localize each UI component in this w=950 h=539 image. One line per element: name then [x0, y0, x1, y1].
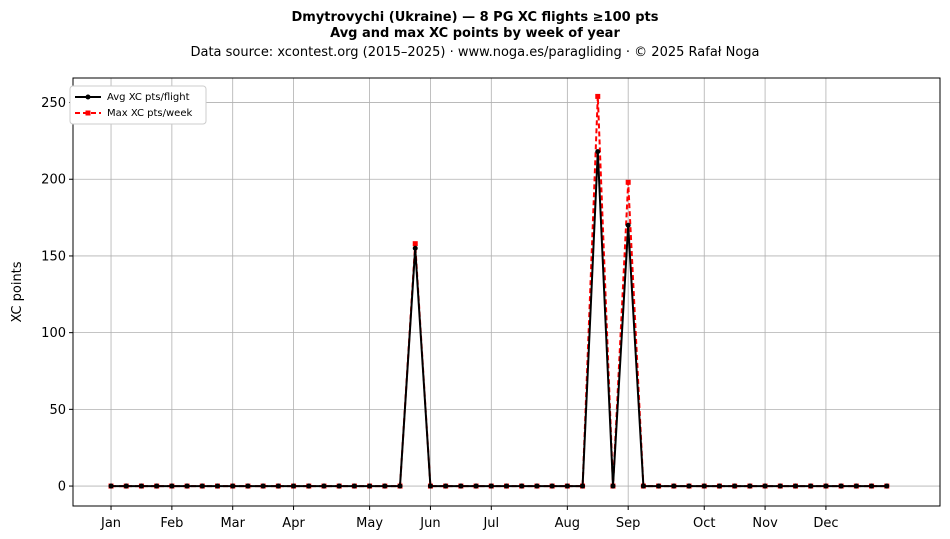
y-axis: 0 50 100 150 200 250 — [41, 96, 73, 495]
data-point — [610, 483, 616, 489]
data-point — [716, 483, 722, 489]
data-point — [793, 483, 798, 489]
data-point — [351, 483, 357, 489]
data-point — [412, 241, 418, 247]
data-point — [412, 245, 418, 251]
data-point — [458, 483, 464, 489]
chart-title-line2: Avg and max XC points by week of year — [330, 26, 620, 41]
y-axis-label: XC points — [10, 261, 25, 322]
data-point — [184, 483, 190, 489]
data-point — [260, 483, 266, 489]
data-point — [564, 483, 570, 489]
data-point — [701, 483, 707, 489]
data-point — [762, 483, 768, 489]
x-tick-label: Jun — [419, 516, 440, 531]
data-point — [443, 483, 449, 489]
legend-avg-label: Avg XC pts/flight — [107, 92, 190, 103]
data-point — [138, 483, 144, 489]
data-point — [519, 483, 525, 489]
data-point — [777, 483, 783, 489]
data-point — [230, 483, 236, 489]
data-point — [884, 483, 890, 489]
data-point — [853, 483, 859, 489]
data-point — [169, 483, 175, 489]
data-point — [732, 483, 738, 489]
x-tick-label: Dec — [813, 516, 838, 531]
plot-area-frame — [72, 77, 941, 507]
data-point — [640, 483, 646, 489]
data-point — [823, 483, 829, 489]
data-point — [215, 483, 220, 489]
chart-title-line1: Dmytrovychi (Ukraine) — 8 PG XC flights … — [292, 10, 659, 25]
x-tick-label: May — [356, 516, 383, 531]
data-point — [291, 483, 297, 489]
legend: Avg XC pts/flight Max XC pts/week — [69, 85, 207, 125]
legend-box — [69, 85, 207, 125]
x-tick-label: Sep — [616, 516, 641, 531]
data-point — [838, 483, 844, 489]
data-point — [747, 483, 753, 489]
y-tick-label: 0 — [58, 480, 66, 495]
data-point — [123, 483, 129, 489]
data-point — [625, 179, 631, 185]
series-line — [111, 95, 887, 488]
data-point — [656, 483, 662, 489]
x-axis: Jan Feb Mar Apr May Jun Jul Aug Sep Oct Nov Dec — [100, 506, 838, 531]
y-tick-label: 50 — [49, 403, 66, 418]
data-point — [245, 483, 251, 489]
data-point — [473, 483, 479, 489]
data-point — [686, 483, 692, 489]
data-point — [671, 483, 677, 489]
data-point — [625, 222, 631, 228]
data-point — [488, 483, 494, 489]
y-tick-label: 100 — [41, 326, 66, 341]
data-point — [808, 483, 814, 489]
data-point — [382, 483, 388, 489]
y-tick-label: 150 — [41, 249, 66, 264]
data-point — [595, 93, 601, 99]
data-point — [549, 483, 555, 489]
data-point — [534, 483, 540, 489]
legend-avg-marker — [85, 94, 91, 100]
grid — [73, 78, 940, 506]
legend-max-label: Max XC pts/week — [107, 108, 192, 119]
series-max-xc-pts-week — [108, 93, 890, 489]
data-point — [154, 483, 160, 489]
x-tick-label: Jul — [482, 516, 499, 531]
x-tick-label: Jan — [100, 516, 121, 531]
x-tick-label: Aug — [555, 516, 580, 531]
x-tick-label: Apr — [282, 516, 305, 531]
data-point — [275, 483, 281, 489]
x-tick-label: Mar — [220, 516, 245, 531]
data-point — [367, 483, 373, 489]
x-tick-label: Feb — [160, 516, 183, 531]
data-point — [321, 483, 327, 489]
data-point — [580, 483, 586, 489]
data-point — [199, 483, 205, 489]
x-tick-label: Nov — [752, 516, 778, 531]
series-avg-xc-pts-flight — [108, 149, 890, 489]
y-tick-label: 200 — [41, 173, 66, 188]
data-point — [427, 483, 433, 489]
data-point — [595, 149, 601, 155]
series-line — [111, 150, 887, 488]
data-point — [336, 483, 342, 489]
y-tick-label: 250 — [41, 96, 66, 111]
data-point — [306, 483, 312, 489]
data-point — [504, 483, 509, 489]
x-tick-label: Oct — [693, 516, 715, 531]
legend-max-marker — [85, 110, 91, 116]
data-point — [397, 483, 403, 489]
data-point — [108, 483, 114, 489]
chart-subtitle: Data source: xcontest.org (2015–2025) · … — [190, 45, 759, 60]
data-point — [869, 483, 875, 489]
